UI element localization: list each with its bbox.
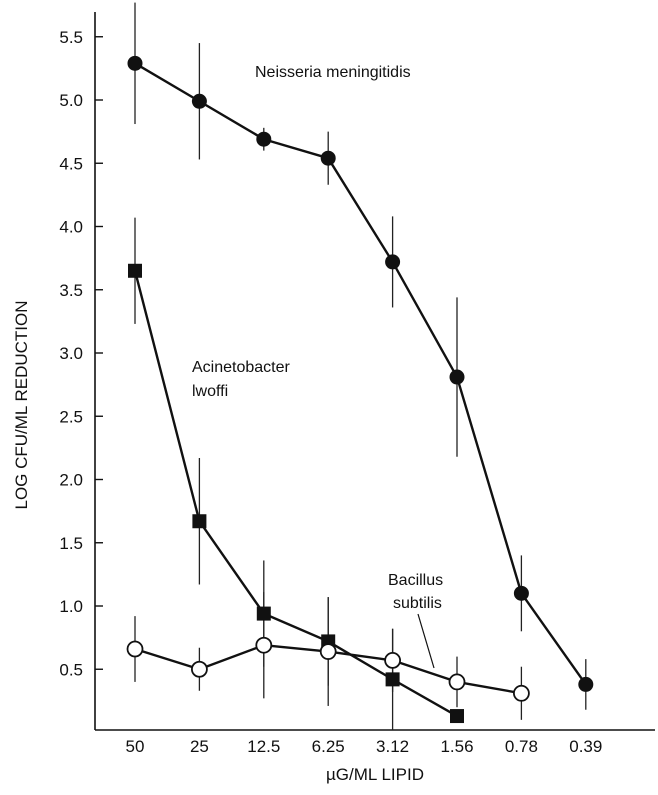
data-point-square xyxy=(128,263,142,278)
data-point-circle xyxy=(320,150,336,166)
y-tick-labels: 0.5 1.0 1.5 2.0 2.5 3.0 3.5 4.0 4.5 5.0 5.5 xyxy=(59,28,103,679)
data-point-square xyxy=(192,514,207,529)
data-point-circle xyxy=(385,254,401,270)
axes xyxy=(94,12,655,731)
x-tick-label: 0.39 xyxy=(569,737,602,756)
x-tick-label: 1.56 xyxy=(440,737,473,756)
label-neisseria: Neisseria meningitidis xyxy=(255,64,411,81)
y-tick-label: 5.0 xyxy=(59,91,83,110)
y-axis-title: LOG CFU/ML REDUCTION xyxy=(12,300,31,509)
y-tick-label: 4.5 xyxy=(59,154,83,173)
data-point-open-circle xyxy=(384,651,402,669)
data-point-open-circle xyxy=(255,636,273,654)
y-tick-label: 5.5 xyxy=(59,28,83,47)
label-acinetobacter-line2: lwoffi xyxy=(192,383,228,400)
y-tick-label: 0.5 xyxy=(59,660,83,679)
label-bacillus-line1: Bacillus xyxy=(388,572,443,589)
data-point-circle xyxy=(513,585,529,601)
data-point-circle xyxy=(191,93,207,109)
y-tick-label: 3.0 xyxy=(59,344,83,363)
data-point-square xyxy=(450,709,464,724)
label-acinetobacter-line1: Acinetobacter xyxy=(192,359,291,376)
data-point-circle xyxy=(256,131,272,147)
data-point-open-circle xyxy=(448,673,466,691)
bacillus-leader-line xyxy=(417,613,435,669)
x-axis-title: µG/ML LIPID xyxy=(326,765,424,784)
x-tick-label: 6.25 xyxy=(312,737,345,756)
data-point-open-circle xyxy=(126,640,144,658)
label-bacillus-line2: subtilis xyxy=(393,595,442,612)
y-tick-label: 2.0 xyxy=(59,471,83,490)
data-point-open-circle xyxy=(319,643,337,660)
data-point-open-circle xyxy=(513,684,530,702)
y-tick-label: 3.5 xyxy=(59,281,83,300)
data-point-open-circle xyxy=(190,660,208,678)
series-markers xyxy=(126,55,594,724)
x-tick-label: 50 xyxy=(126,737,145,756)
data-point-square xyxy=(385,672,400,687)
data-point-square xyxy=(256,606,271,621)
x-tick-label: 3.12 xyxy=(376,737,409,756)
series-line-1 xyxy=(133,270,458,718)
y-tick-label: 1.0 xyxy=(59,597,83,616)
y-tick-label: 1.5 xyxy=(59,534,83,553)
x-tick-label: 12.5 xyxy=(247,737,280,756)
y-tick-label: 4.0 xyxy=(59,218,83,237)
series-line-0 xyxy=(134,62,587,686)
x-tick-label: 25 xyxy=(190,737,209,756)
y-tick-label: 2.5 xyxy=(59,407,83,426)
data-point-circle xyxy=(127,55,143,71)
data-point-circle xyxy=(578,676,594,692)
x-tick-labels: 50 25 12.5 6.25 3.12 1.56 0.78 0.39 xyxy=(126,737,603,756)
series-labels: Neisseria meningitidis Acinetobacter lwoff… xyxy=(192,64,443,669)
data-point-circle xyxy=(449,369,465,385)
x-tick-label: 0.78 xyxy=(505,737,538,756)
